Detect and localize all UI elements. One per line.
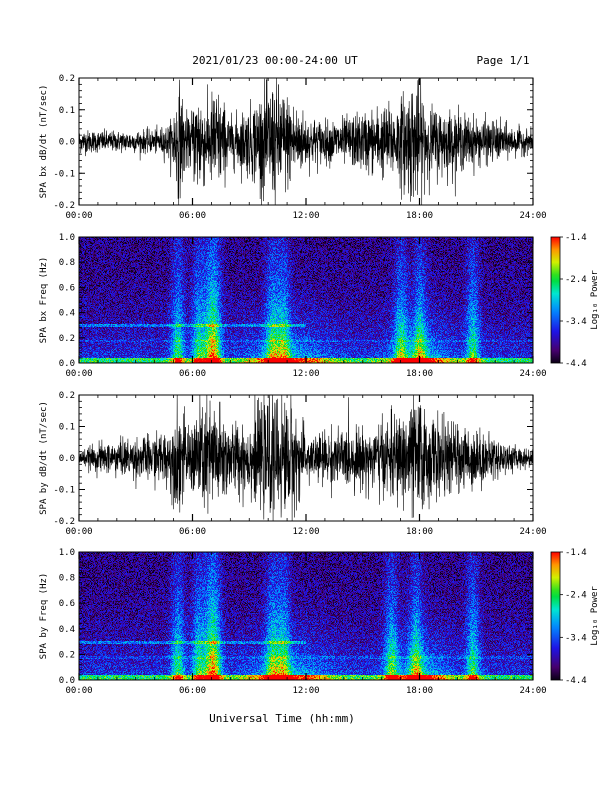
y-tick-label: 0.2 [59, 650, 75, 660]
x-tick-label: 12:00 [292, 686, 319, 696]
by-spectrogram-panel: SPA by Freq (Hz) 1.0 0.8 0.6 0.4 0.2 0.000:00 0… [39, 548, 547, 696]
y-tick-label: -0.2 [53, 201, 75, 211]
x-tick-label: 24:00 [519, 686, 546, 696]
bx-spectrogram-panel: SPA bx Freq (Hz) 1.0 0.8 0.6 0.4 0.2 0.000:00 0… [39, 233, 547, 379]
y-tick-label: 0.1 [59, 423, 75, 433]
y-tick-label: 0.6 [59, 599, 75, 609]
y-tick-label: -0.1 [53, 169, 75, 179]
colorbar-tick-label: -3.4 [565, 317, 587, 327]
colorbar-tick-label: -4.4 [565, 359, 587, 369]
y-tick-label: 0.2 [59, 391, 75, 401]
by-spectrogram-image [79, 552, 533, 680]
x-tick-label: 18:00 [406, 369, 433, 379]
y-tick-label: 0.0 [59, 138, 75, 148]
x-tick-label: 12:00 [292, 211, 319, 221]
x-tick-label: 00:00 [65, 686, 92, 696]
series-trace [79, 395, 533, 521]
x-tick-label: 06:00 [179, 527, 206, 537]
series-trace [79, 78, 533, 205]
y-tick-label: -0.1 [53, 486, 75, 496]
y-tick-label: 0.4 [59, 625, 75, 635]
page-title: 2021/01/23 00:00-24:00 UT [192, 54, 358, 67]
y-tick-label: 1.0 [59, 233, 75, 243]
y-axis-label: SPA bx Freq (Hz) [39, 257, 49, 344]
colorbar-tick-label: -2.4 [565, 275, 587, 285]
x-tick-label: 00:00 [65, 211, 92, 221]
page-number: Page 1/1 [477, 54, 530, 67]
y-tick-label: 0.1 [59, 106, 75, 116]
colorbar-label: Log₁₀ Power [590, 586, 600, 646]
plot-frame [78, 77, 534, 206]
y-tick-label: 0.6 [59, 283, 75, 293]
x-tick-label: 24:00 [519, 211, 546, 221]
y-axis-label: SPA by Freq (Hz) [39, 573, 49, 660]
colorbar-tick-label: -4.4 [565, 676, 587, 686]
y-tick-label: 0.0 [59, 359, 75, 369]
bx-timeseries-panel: SPA bx dB/dt (nT/sec) 0.2 0.1 0.0 -0.1 -0.200… [39, 74, 547, 221]
x-tick-label: 00:00 [65, 527, 92, 537]
x-tick-label: 06:00 [179, 369, 206, 379]
colorbar-scale [550, 236, 561, 364]
plot-frame [78, 394, 534, 522]
x-tick-label: 00:00 [65, 369, 92, 379]
colorbar-tick-label: -3.4 [565, 633, 587, 643]
y-tick-label: 0.2 [59, 74, 75, 84]
colorbar-label: Log₁₀ Power [590, 270, 600, 330]
plot-frame [78, 236, 534, 364]
bx-spectrogram-image [79, 237, 533, 363]
y-tick-label: 1.0 [59, 548, 75, 558]
colorbar-tick-label: -1.4 [565, 233, 587, 243]
x-tick-label: 18:00 [406, 686, 433, 696]
x-tick-label: 12:00 [292, 527, 319, 537]
y-tick-label: -0.2 [53, 517, 75, 527]
y-tick-label: 0.8 [59, 258, 75, 268]
x-tick-label: 18:00 [406, 527, 433, 537]
y-tick-label: 0.4 [59, 309, 75, 319]
colorbar-tick-label: -2.4 [565, 591, 587, 601]
x-tick-label: 06:00 [179, 686, 206, 696]
x-tick-label: 06:00 [179, 211, 206, 221]
y-tick-label: 0.2 [59, 334, 75, 344]
x-tick-label: 24:00 [519, 527, 546, 537]
plot-frame [78, 551, 534, 681]
y-tick-label: 0.0 [59, 454, 75, 464]
y-axis-label: SPA bx dB/dt (nT/sec) [39, 85, 49, 199]
y-axis-label: SPA by dB/dt (nT/sec) [39, 401, 49, 515]
bx-colorbar: -1.4 -2.4 -3.4 -4.4 Log₁₀ Power [550, 233, 600, 369]
y-tick-label: 0.8 [59, 574, 75, 584]
by-timeseries-panel: SPA by dB/dt (nT/sec) 0.2 0.1 0.0 -0.1 -0.200… [39, 391, 547, 537]
y-tick-label: 0.0 [59, 676, 75, 686]
x-axis-label: Universal Time (hh:mm) [209, 712, 355, 725]
colorbar-scale [550, 551, 561, 681]
colorbar-tick-label: -1.4 [565, 548, 587, 558]
x-tick-label: 12:00 [292, 369, 319, 379]
by-colorbar: -1.4 -2.4 -3.4 -4.4 Log₁₀ Power [550, 548, 600, 686]
x-tick-label: 18:00 [406, 211, 433, 221]
x-tick-label: 24:00 [519, 369, 546, 379]
